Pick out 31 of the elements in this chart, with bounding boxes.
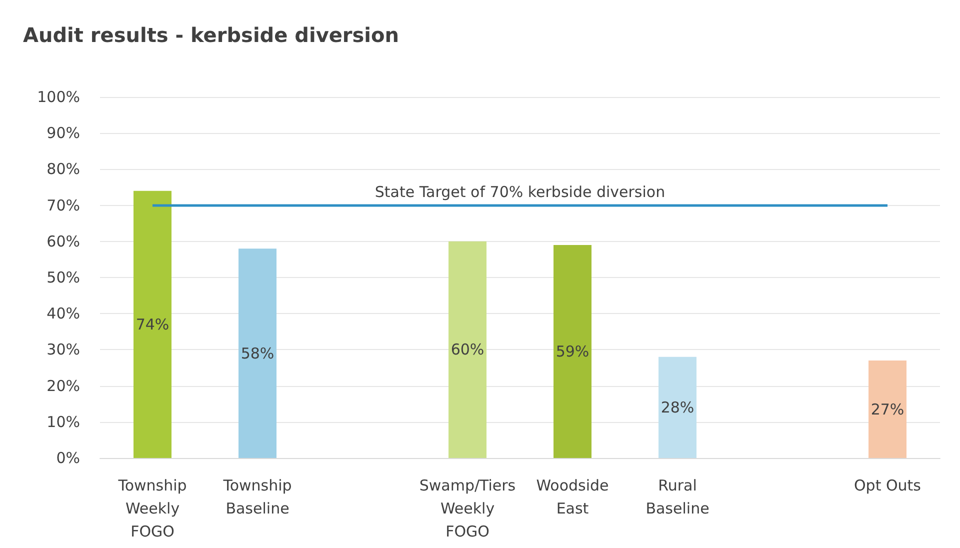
bar <box>238 248 276 458</box>
y-tick-label: 50% <box>46 268 80 286</box>
data-label: 58% <box>240 344 274 362</box>
chart-title: Audit results - kerbside diversion <box>23 23 400 47</box>
y-tick-label: 60% <box>46 232 80 250</box>
y-tick-label: 90% <box>46 124 80 142</box>
bar <box>448 241 486 458</box>
data-label: 59% <box>556 342 590 361</box>
y-tick-label: 0% <box>56 449 80 467</box>
ref-line-label: State Target of 70% kerbside diversion <box>374 182 666 201</box>
data-label: 28% <box>660 398 694 416</box>
x-tick-label: Woodside East <box>536 476 609 518</box>
data-label: 74% <box>136 315 170 334</box>
bar <box>868 360 906 458</box>
data-label: 60% <box>450 340 484 359</box>
y-tick-label: 10% <box>46 412 80 431</box>
y-tick-label: 100% <box>37 88 80 106</box>
y-tick-label: 30% <box>46 340 80 359</box>
x-tick-label: Swamp/Tiers Weekly FOGO <box>419 476 516 540</box>
data-label: 27% <box>870 400 904 418</box>
y-tick-label: 40% <box>46 304 80 323</box>
y-tick-label: 70% <box>46 196 80 214</box>
x-tick-label: Opt Outs <box>854 476 922 494</box>
bar <box>658 356 696 458</box>
x-tick-label: Township Weekly FOGO <box>117 476 187 540</box>
x-tick-label: Township Baseline <box>222 476 292 518</box>
y-tick-label: 80% <box>46 160 80 178</box>
x-tick-label: Rural Baseline <box>646 476 710 518</box>
bar <box>554 245 592 458</box>
bar <box>134 190 172 458</box>
y-tick-label: 20% <box>46 376 80 395</box>
